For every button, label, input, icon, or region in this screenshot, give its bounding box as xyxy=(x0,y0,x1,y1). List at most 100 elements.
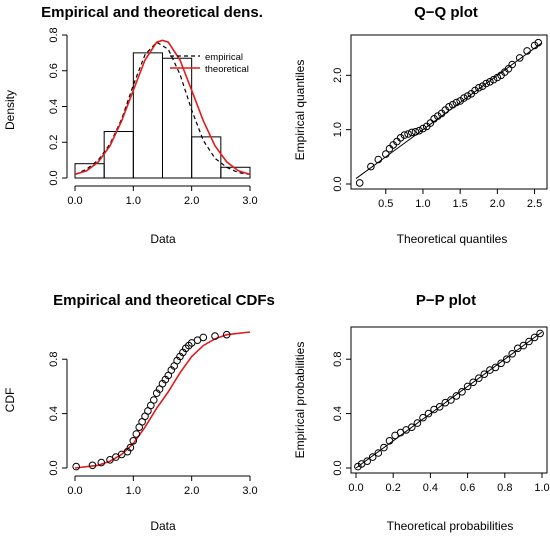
pp-point xyxy=(463,382,472,391)
histogram-bar xyxy=(103,131,134,179)
pp-xlabel: Theoretical probabilities xyxy=(387,519,514,533)
qq-point xyxy=(385,144,394,153)
cdf-xlabel: Data xyxy=(150,519,176,533)
cdf-point xyxy=(222,330,231,339)
qq-x-tick-label: 1.0 xyxy=(415,198,430,210)
cdf-points xyxy=(72,330,231,471)
qq-point xyxy=(419,124,427,133)
qq-point xyxy=(486,78,494,86)
density-y-tick-label: 0.6 xyxy=(48,63,60,78)
density-panel: Empirical and theoretical dens. Data Den… xyxy=(3,4,263,246)
qq-point xyxy=(515,54,524,62)
qq-point xyxy=(400,131,409,139)
pp-point xyxy=(480,370,489,379)
qq-title: Q−Q plot xyxy=(414,4,478,21)
pp-point xyxy=(475,374,483,383)
qq-point xyxy=(415,126,424,135)
pp-ylabel: Empirical probabilities xyxy=(293,342,307,459)
pp-y-tick-label: 0.0 xyxy=(332,460,344,475)
density-ylabel: Density xyxy=(3,90,17,130)
histogram-bars xyxy=(74,52,251,179)
density-title: Empirical and theoretical dens. xyxy=(41,4,263,21)
pp-axes: 0.0 0.2 0.4 0.6 0.8 1.0 0.0 0.4 0.8 xyxy=(332,326,550,494)
pp-point xyxy=(368,453,377,461)
cdf-point xyxy=(88,461,97,470)
cdf-point xyxy=(199,333,208,342)
pp-point xyxy=(469,378,478,387)
qq-point xyxy=(482,79,491,88)
pp-point xyxy=(408,423,416,432)
histogram-bar xyxy=(191,136,222,179)
cdf-y-tick-label: 0.4 xyxy=(48,406,60,421)
cdf-y-tick-label: 0.0 xyxy=(48,460,60,475)
qq-panel: Q−Q plot Theoretical quantiles Empirical… xyxy=(293,4,548,246)
density-x-tick-label: 0.0 xyxy=(67,195,82,207)
qq-point xyxy=(471,86,479,95)
qq-point xyxy=(463,92,472,100)
pp-point xyxy=(458,388,466,396)
qq-x-tick-label: 0.5 xyxy=(378,198,393,210)
pp-point xyxy=(374,449,383,457)
qq-point xyxy=(445,103,453,111)
qq-ylabel: Empirical quantiles xyxy=(293,60,307,161)
qq-x-tick-label: 1.5 xyxy=(453,198,468,210)
pp-x-tick-label: 1.0 xyxy=(534,482,549,494)
density-y-tick-label: 0.2 xyxy=(48,135,60,150)
pp-point xyxy=(530,333,539,342)
qq-x-tick-label: 2.0 xyxy=(490,198,505,210)
qq-point xyxy=(493,73,502,82)
qq-point xyxy=(489,75,498,84)
cdf-theoretical-curve xyxy=(74,331,251,469)
density-y-tick-label: 0.4 xyxy=(48,99,60,114)
pp-point xyxy=(536,329,544,338)
legend-empirical-label: empirical xyxy=(205,52,243,63)
cdf-theoretical-line xyxy=(74,331,251,469)
pp-point xyxy=(363,457,372,466)
pp-y-tick-label: 0.8 xyxy=(332,352,344,367)
cdf-point xyxy=(126,443,135,452)
empirical-density-line xyxy=(74,41,251,175)
qq-y-tick-label: 0.0 xyxy=(332,176,344,191)
qq-point xyxy=(408,128,416,137)
qq-point xyxy=(534,38,543,47)
cdf-x-tick-label: 2.0 xyxy=(184,485,199,497)
cdf-panel: Empirical and theoretical CDFs Data CDF … xyxy=(3,292,275,533)
pp-point xyxy=(380,443,388,452)
density-axes: 0.0 1.0 2.0 3.0 0.0 0.2 0.4 0.6 0.8 xyxy=(48,27,258,207)
qq-axes: 0.5 1.0 1.5 2.0 2.5 0.0 1.0 2.0 xyxy=(332,34,548,210)
qq-point xyxy=(374,155,383,164)
pp-point xyxy=(419,413,427,422)
qq-point xyxy=(508,60,517,69)
qq-point xyxy=(355,179,364,187)
cdf-x-tick-label: 0.0 xyxy=(67,485,82,497)
cdf-point xyxy=(132,430,141,438)
pp-point xyxy=(424,409,433,418)
pp-point xyxy=(435,403,444,411)
pp-points xyxy=(354,329,544,471)
pp-x-tick-label: 0.0 xyxy=(348,482,363,494)
qq-points xyxy=(355,38,543,187)
pp-point xyxy=(508,350,517,358)
qq-point xyxy=(452,98,461,107)
pp-reference-line xyxy=(355,331,543,469)
pp-title: P−P plot xyxy=(416,292,476,309)
cdf-title: Empirical and theoretical CDFs xyxy=(53,292,275,309)
qq-xlabel: Theoretical quantiles xyxy=(397,232,508,246)
density-x-tick-label: 2.0 xyxy=(184,195,199,207)
pp-x-tick-label: 0.6 xyxy=(460,482,475,494)
qq-point xyxy=(411,128,420,136)
cdf-axes: 0.0 1.0 2.0 3.0 0.0 0.4 0.8 xyxy=(48,352,258,497)
pp-y-tick-label: 0.4 xyxy=(332,406,344,421)
histogram-bar xyxy=(74,163,105,179)
cdf-y-tick-label: 0.8 xyxy=(48,352,60,367)
pp-reference-line-segment xyxy=(355,331,543,469)
cdf-x-tick-label: 3.0 xyxy=(242,485,257,497)
cdf-point xyxy=(97,458,106,467)
histogram-bar xyxy=(132,52,163,179)
density-y-tick-label: 0.0 xyxy=(48,170,60,185)
qq-x-tick-label: 2.5 xyxy=(527,198,542,210)
cdf-point xyxy=(129,437,138,445)
density-y-tick-label: 0.8 xyxy=(48,27,60,42)
qq-point xyxy=(504,65,513,73)
